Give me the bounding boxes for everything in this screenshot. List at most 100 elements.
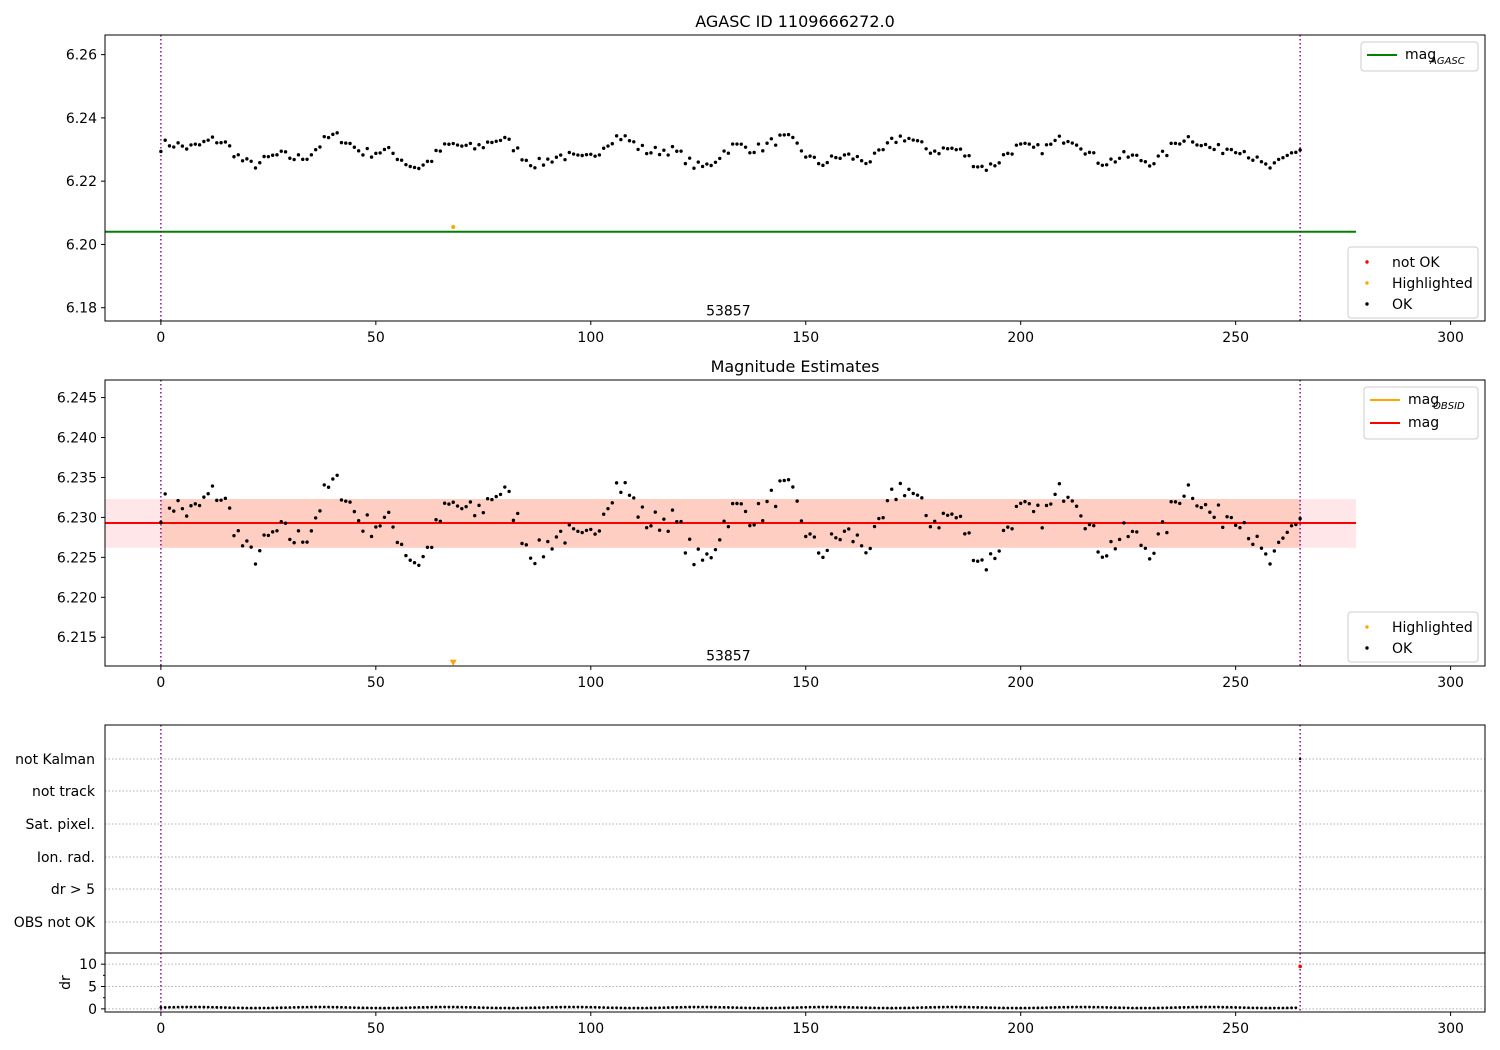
dr-point [1126,1006,1130,1010]
dr-point [808,1005,812,1009]
ok-point [442,142,447,146]
y-tick-label: 0 [88,1002,97,1018]
dr-point [378,1006,382,1010]
ok-point [1229,147,1234,152]
ok-point [1040,526,1044,530]
dr-point [1294,1006,1298,1010]
ok-point [159,520,163,525]
ok-point [795,141,799,145]
ok-point [378,524,382,528]
ok-point [1246,156,1251,160]
dr-point [860,1006,864,1009]
ok-point [838,537,842,542]
ok-point [829,154,834,158]
ok-point [296,153,301,157]
dr-point [576,1005,580,1009]
dr-point [1019,1006,1023,1010]
ok-point [670,508,675,512]
ok-point [859,544,864,548]
ok-point [752,523,756,527]
dr-point [1131,1006,1134,1010]
ok-point [1109,539,1113,544]
x-tick-label: 0 [156,1021,165,1037]
x-tick-label: 300 [1437,1021,1464,1037]
legend-marker [1365,625,1369,629]
ok-point [227,506,232,510]
ok-point [434,148,438,153]
ok-point [640,143,645,148]
dr-point [933,1005,937,1009]
ok-point [1294,522,1298,527]
dr-point [430,1005,434,1009]
ok-point [1212,147,1216,152]
ok-point [945,513,950,518]
ok-point [933,149,937,153]
x-tick-label: 200 [1007,1021,1034,1037]
dr-point [920,1006,924,1009]
ok-point [924,513,928,518]
dr-point [537,1006,541,1009]
ok-point [580,530,584,535]
plot-frame [104,379,1486,667]
dr-point [593,1005,597,1009]
ok-point [1135,153,1139,157]
ok-point [834,155,838,160]
ok-point [653,510,657,514]
dr-point [1002,1006,1005,1010]
dr-point [413,1006,416,1009]
dr-point [653,1006,657,1010]
ok-point [584,152,589,157]
dr-point [529,1006,533,1010]
ok-point [593,154,597,158]
ok-point [877,148,881,152]
dr-point [1045,1006,1048,1010]
dr-point [1075,1005,1078,1009]
dr-point [585,1005,588,1009]
ok-point [477,143,481,147]
dr-point [520,1006,524,1010]
dr-point [507,1006,511,1010]
ok-point [176,498,180,503]
dr-point [172,1005,176,1009]
ok-point [361,153,365,157]
dr-point [499,1006,502,1010]
dr-point [911,1006,915,1010]
ok-point [1259,546,1264,550]
ok-point [580,153,584,158]
dr-point [701,1005,704,1009]
ok-point [412,561,417,565]
ok-point [868,160,872,164]
dr-point [838,1005,842,1009]
legend-label: mag [1408,415,1439,431]
ok-point [958,514,963,519]
dr-point [791,1006,795,1010]
dr-point [185,1005,189,1009]
ok-point [614,481,619,485]
legend-label-subscript: OBSID [1433,401,1465,412]
ok-point [1044,143,1049,147]
ok-point [1019,142,1023,146]
dr-point [825,1005,829,1009]
x-tick-label: 100 [577,330,604,346]
ok-point [1203,502,1208,507]
plot-frame [104,34,1486,322]
ok-point [425,159,430,164]
ok-point [335,473,339,477]
ok-point [447,142,451,146]
ok-point [954,516,958,520]
ok-point [326,135,331,140]
ok-point [313,516,318,520]
dr-point [787,1006,790,1010]
legend-label: mag [1405,47,1436,63]
ok-point [210,135,215,139]
ok-point [236,153,240,157]
dr-point [903,1006,907,1010]
ok-point [915,493,920,497]
ok-point [516,146,520,150]
ok-point [730,142,735,146]
ok-point [610,501,614,505]
ok-point [262,154,266,159]
dr-point [800,1005,803,1009]
ok-point [1147,557,1152,561]
ok-point [477,503,481,508]
